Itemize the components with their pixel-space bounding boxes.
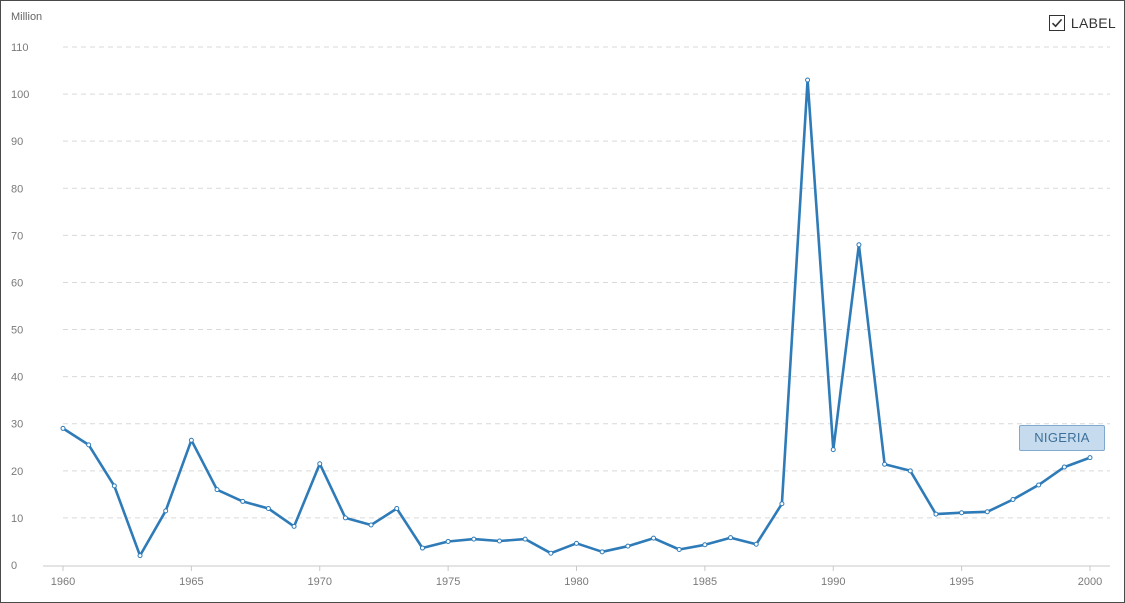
x-tick-label: 1965: [179, 576, 203, 588]
data-point[interactable]: [368, 522, 374, 528]
data-point[interactable]: [882, 461, 888, 467]
y-tick-label: 0: [11, 560, 17, 572]
series-label-nigeria: NIGERIA: [1019, 425, 1105, 451]
data-point[interactable]: [599, 549, 605, 555]
y-tick-label: 50: [11, 325, 23, 337]
data-point[interactable]: [959, 510, 965, 516]
data-point[interactable]: [548, 550, 554, 556]
series-line: [61, 78, 1092, 557]
data-point[interactable]: [779, 501, 785, 507]
y-tick-label: 90: [11, 136, 23, 148]
y-tick-label: 10: [11, 513, 23, 525]
data-point[interactable]: [830, 447, 836, 453]
data-point[interactable]: [1010, 497, 1016, 503]
data-point[interactable]: [1036, 482, 1042, 488]
data-point[interactable]: [496, 538, 502, 544]
data-point[interactable]: [1087, 455, 1093, 461]
label-toggle[interactable]: LABEL: [1048, 15, 1116, 31]
data-point[interactable]: [317, 461, 323, 467]
label-toggle-text: LABEL: [1070, 15, 1116, 31]
data-point[interactable]: [728, 535, 734, 541]
data-point[interactable]: [471, 536, 477, 542]
data-point[interactable]: [137, 553, 143, 559]
y-tick-label: 60: [11, 277, 23, 289]
data-point[interactable]: [111, 483, 117, 489]
y-axis-unit-label: Million: [11, 11, 43, 23]
data-point[interactable]: [163, 508, 169, 514]
data-point[interactable]: [574, 540, 579, 546]
y-tick-label: 20: [11, 466, 23, 478]
y-tick-label: 70: [11, 230, 23, 242]
data-point[interactable]: [625, 543, 631, 549]
data-point[interactable]: [1061, 464, 1067, 470]
data-point[interactable]: [702, 542, 708, 548]
gridlines: [63, 46, 1110, 519]
data-point[interactable]: [856, 242, 862, 248]
data-point[interactable]: [445, 538, 451, 544]
x-tick-label: 1960: [51, 576, 75, 588]
y-tick-label: 40: [11, 372, 23, 384]
x-axis: 1960 1965 1970 1975 1980 1985 1990 1995 2000: [43, 565, 1110, 588]
data-point[interactable]: [60, 425, 66, 431]
data-point[interactable]: [214, 487, 220, 493]
data-point[interactable]: [188, 437, 194, 443]
data-point[interactable]: [522, 536, 528, 542]
data-point[interactable]: [265, 505, 271, 511]
data-point[interactable]: [419, 545, 425, 551]
data-point[interactable]: [651, 535, 657, 541]
y-axis: 0 10 20 30 40 50 60 70 80 90 100 110: [11, 42, 29, 572]
data-point[interactable]: [676, 546, 682, 552]
data-point[interactable]: [933, 511, 939, 517]
data-point[interactable]: [907, 468, 913, 474]
data-point[interactable]: [805, 77, 811, 83]
x-tick-label: 2000: [1078, 576, 1102, 588]
y-tick-label: 30: [11, 419, 23, 431]
checkbox-checked-icon[interactable]: [1048, 15, 1065, 31]
data-point[interactable]: [240, 498, 246, 504]
data-point[interactable]: [86, 442, 92, 448]
data-point[interactable]: [342, 515, 348, 521]
y-tick-label: 80: [11, 183, 23, 195]
x-tick-label: 1995: [949, 576, 973, 588]
x-tick-label: 1980: [564, 576, 588, 588]
y-tick-label: 100: [11, 89, 29, 101]
data-point[interactable]: [984, 509, 990, 515]
y-tick-label: 110: [11, 42, 29, 54]
x-tick-label: 1990: [821, 576, 845, 588]
series-group: [60, 77, 1093, 559]
x-tick-label: 1970: [308, 576, 332, 588]
data-point[interactable]: [753, 541, 759, 547]
data-point[interactable]: [394, 505, 400, 511]
x-tick-label: 1985: [693, 576, 717, 588]
data-point[interactable]: [291, 523, 297, 529]
x-tick-label: 1975: [436, 576, 460, 588]
